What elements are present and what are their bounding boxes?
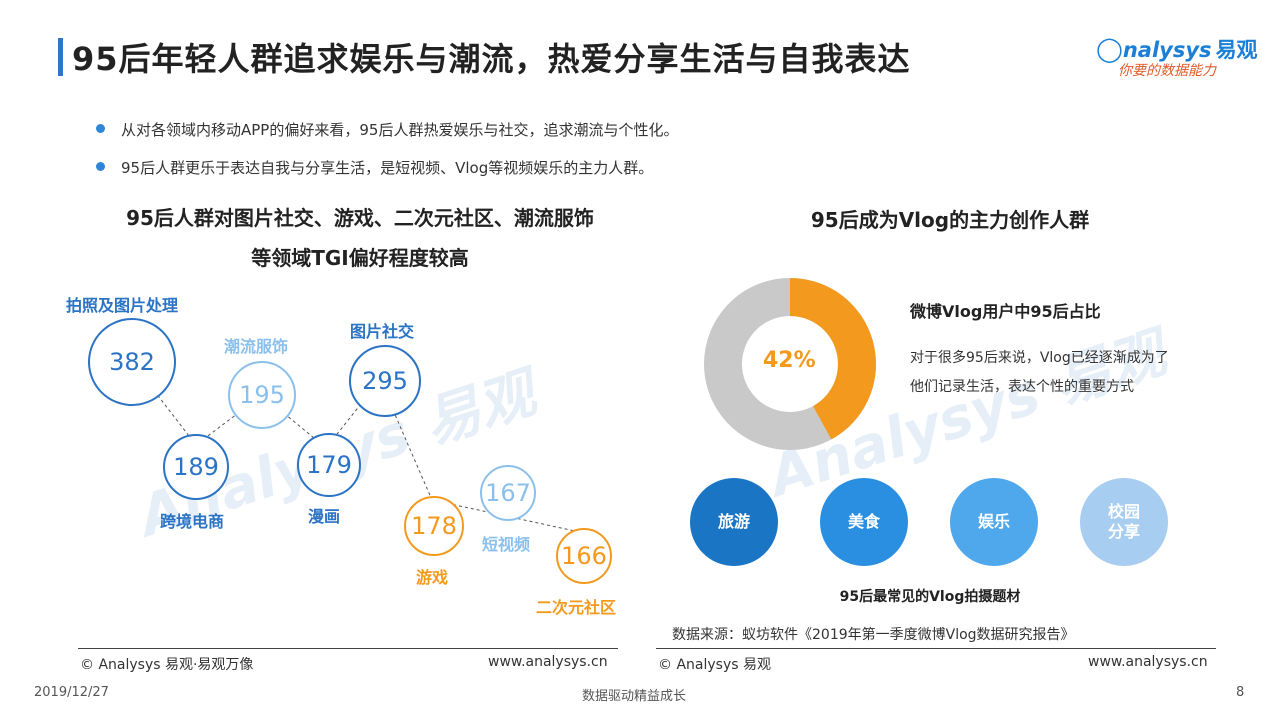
- topic-circle-travel: 旅游: [690, 478, 778, 566]
- donut-percent-label: 42%: [763, 348, 816, 373]
- bubble-label-photo-social: 图片社交: [350, 322, 415, 341]
- bubble-cross-border-ecommerce: 189: [163, 434, 229, 500]
- topic-circle-entertainment: 娱乐: [950, 478, 1038, 566]
- bubble-value: 178: [411, 512, 457, 540]
- bubble-label-trend-fashion: 潮流服饰: [224, 337, 289, 356]
- bubble-label-photo-editing: 拍照及图片处理: [66, 296, 179, 315]
- logo-slogan: 你要的数据能力: [1118, 63, 1216, 79]
- bubble-photo-social: 295: [349, 345, 421, 417]
- footer-right-url[interactable]: www.analysys.cn: [1088, 654, 1208, 670]
- right-panel-title: 95后成为Vlog的主力创作人群: [810, 208, 1090, 232]
- topics-caption: 95后最常见的Vlog拍摄题材: [839, 589, 1021, 605]
- bubble-games: 178: [404, 496, 464, 556]
- donut-chart: [704, 278, 876, 450]
- logo-brand-cn: 易观: [1215, 38, 1258, 62]
- donut-highlight-segment: [704, 278, 876, 450]
- footer-right-copyright: © Analysys 易观: [658, 657, 771, 673]
- bubble-value: 166: [561, 542, 607, 570]
- bullet-text: 95后人群更乐于表达自我与分享生活，是短视频、Vlog等视频娱乐的主力人群。: [121, 159, 654, 177]
- left-panel-title-line1: 95后人群对图片社交、游戏、二次元社区、潮流服饰: [126, 206, 594, 230]
- topic-circle-food: 美食: [820, 478, 908, 566]
- logo-brand: nalysys: [1122, 38, 1212, 62]
- bullet-dot-icon: [96, 124, 105, 133]
- bubble-photo-editing: 382: [88, 318, 176, 406]
- topic-label: 校园 分享: [1107, 502, 1140, 541]
- bubble-label-comics: 漫画: [308, 507, 341, 526]
- bubble-comics: 179: [297, 433, 361, 497]
- topic-label: 旅游: [717, 512, 750, 531]
- topic-label: 美食: [847, 512, 880, 531]
- title-accent-bar: [58, 38, 63, 76]
- bubble-value: 167: [485, 479, 531, 507]
- bubble-short-video: 167: [480, 465, 536, 521]
- bubble-label-short-video: 短视频: [482, 535, 531, 554]
- bubble-label-acg-community: 二次元社区: [536, 598, 617, 617]
- left-panel-title-line2: 等领域TGI偏好程度较高: [251, 246, 469, 270]
- topic-label: 娱乐: [977, 512, 1010, 531]
- bullet-dot-icon: [96, 162, 105, 171]
- analysys-logo: ◯nalysys 易观: [1096, 34, 1258, 64]
- bubble-label-cross-border-ecommerce: 跨境电商: [160, 512, 225, 531]
- bubble-value: 189: [173, 453, 219, 481]
- bubble-trend-fashion: 195: [228, 361, 296, 429]
- logo-a-icon: ◯: [1096, 35, 1123, 63]
- bullet-item-1: 从对各领域内移动APP的偏好来看，95后人群热爱娱乐与社交，追求潮流与个性化。: [96, 119, 678, 140]
- footer-left-copyright: © Analysys 易观·易观万像: [80, 657, 254, 673]
- bubble-label-games: 游戏: [416, 568, 449, 587]
- bottom-slogan: 数据驱动精益成长: [582, 689, 687, 704]
- bullet-text: 从对各领域内移动APP的偏好来看，95后人群热爱娱乐与社交，追求潮流与个性化。: [121, 121, 679, 139]
- bubble-acg-community: 166: [556, 528, 612, 584]
- bubble-value: 179: [306, 451, 352, 479]
- topic-circle-campus: 校园 分享: [1080, 478, 1168, 566]
- footer-left-url[interactable]: www.analysys.cn: [488, 654, 608, 670]
- data-source: 数据来源：蚁坊软件《2019年第一季度微博Vlog数据研究报告》: [672, 627, 1075, 643]
- bubble-value: 382: [109, 348, 155, 376]
- bottom-date: 2019/12/27: [34, 685, 109, 700]
- bullet-item-2: 95后人群更乐于表达自我与分享生活，是短视频、Vlog等视频娱乐的主力人群。: [96, 157, 653, 178]
- donut-title: 微博Vlog用户中95后占比: [910, 302, 1101, 321]
- footer-divider-left: [78, 648, 618, 649]
- donut-description: 对于很多95后来说，Vlog已经逐渐成为了他们记录生活，表达个性的重要方式: [910, 350, 1169, 395]
- footer-divider-right: [656, 648, 1216, 649]
- bubble-value: 195: [239, 381, 285, 409]
- page-number: 8: [1236, 685, 1245, 700]
- page-title: 95后年轻人群追求娱乐与潮流，热爱分享生活与自我表达: [72, 40, 911, 78]
- bubble-value: 295: [362, 367, 408, 395]
